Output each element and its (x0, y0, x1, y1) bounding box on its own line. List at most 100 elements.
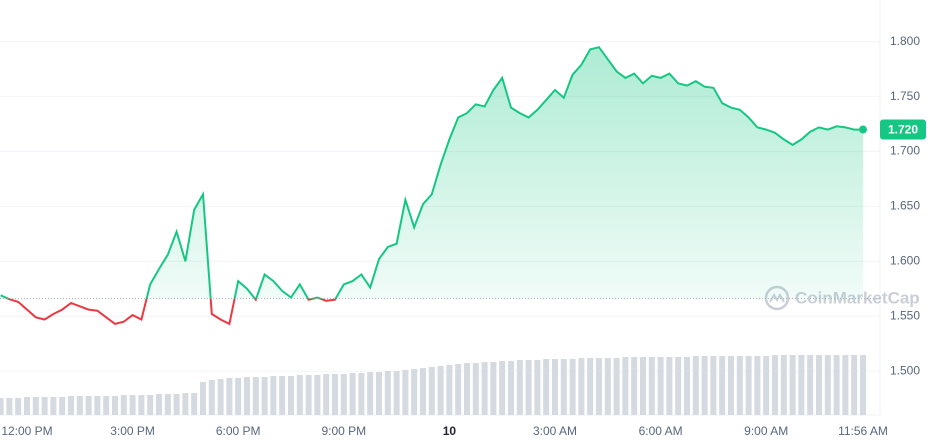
volume-bar (789, 355, 796, 415)
volume-bar (384, 371, 391, 415)
volume-bar (807, 355, 814, 415)
volume-bar (472, 363, 479, 415)
volume-bar (692, 356, 699, 415)
volume-bar (59, 397, 66, 415)
y-tick-label: 1.800 (890, 34, 920, 48)
volume-bar (842, 355, 849, 415)
volume-bar (323, 374, 330, 415)
volume-bar (24, 397, 30, 415)
volume-bar (200, 382, 206, 415)
volume-bar (481, 362, 488, 415)
volume-bar (666, 357, 673, 415)
volume-bar (411, 369, 418, 415)
volume-bar (640, 357, 646, 415)
volume-bar (235, 378, 242, 415)
volume-bar (604, 358, 611, 415)
volume-bar (358, 373, 365, 415)
volume-bar (596, 358, 602, 415)
volume-bar (631, 357, 638, 415)
volume-bar (728, 356, 734, 415)
volume-bar (15, 398, 22, 415)
volume-bar (85, 396, 92, 415)
volume-bar (208, 380, 215, 415)
volume-bar (833, 355, 840, 415)
volume-bar (446, 365, 453, 415)
volume-bar (754, 356, 761, 415)
volume-bar (367, 372, 374, 415)
volume-bar (552, 359, 558, 415)
volume-bar (261, 377, 268, 415)
y-tick-label: 1.500 (890, 363, 920, 377)
volume-bar (76, 396, 83, 415)
volume-bar (332, 374, 338, 415)
volume-bar (173, 394, 180, 415)
x-tick-label: 3:00 PM (110, 424, 155, 438)
last-point (859, 125, 867, 134)
volume-bar (50, 397, 57, 415)
volume-bar (112, 396, 118, 415)
y-tick-label: 1.600 (890, 253, 920, 267)
volume-bar (508, 361, 514, 415)
volume-bar (719, 356, 726, 415)
volume-bar (428, 367, 435, 415)
volume-bar (851, 355, 858, 415)
price-area (0, 47, 863, 299)
volume-bar (182, 393, 189, 415)
x-tick-label: 6:00 AM (639, 424, 683, 438)
volume-bar (613, 358, 620, 415)
price-line-below (5, 298, 337, 326)
x-tick-label: 9:00 PM (321, 424, 366, 438)
volume-bar (569, 359, 576, 415)
volume-bar (41, 397, 48, 415)
volume-bar (622, 357, 629, 415)
volume-bar (138, 395, 145, 415)
volume-bar (534, 360, 541, 415)
volume-bar (745, 356, 752, 415)
volume-bar (543, 359, 550, 415)
volume-bar (6, 398, 13, 415)
volume-bar (32, 397, 39, 415)
x-tick-label: 6:00 PM (216, 424, 261, 438)
y-tick-label: 1.550 (890, 308, 920, 322)
volume-bar (279, 376, 286, 415)
price-tag (880, 119, 926, 140)
volume-bar (464, 363, 470, 415)
x-tick-label: 11:56 AM (838, 424, 888, 438)
y-tick-label: 1.750 (890, 89, 920, 103)
volume-bar (710, 356, 717, 415)
volume-bar (296, 375, 303, 415)
volume-bar (648, 357, 655, 415)
y-tick-label: 1.650 (890, 199, 920, 213)
x-tick-label: 10 (443, 424, 457, 438)
volume-bar (191, 393, 198, 415)
volume-bar (455, 364, 462, 415)
volume-bar (587, 358, 594, 415)
volume-bar (349, 373, 356, 415)
volume-bar (860, 355, 866, 415)
volume-bar (244, 377, 250, 415)
volume-bar (525, 360, 532, 415)
volume-bar (164, 394, 171, 415)
volume-bar (252, 377, 259, 415)
volume-bar (147, 395, 154, 415)
x-tick-label: 12:00 PM (1, 424, 52, 438)
volume-bar (376, 372, 382, 415)
volume-bar (120, 395, 127, 415)
volume-bar (402, 370, 409, 415)
volume-bar (314, 375, 321, 415)
volume-bar (0, 398, 4, 415)
volume-bar (68, 396, 74, 415)
volume-bar (393, 371, 400, 415)
volume-bar (780, 355, 787, 415)
volume-bar (437, 366, 444, 415)
volume-bar (94, 396, 101, 415)
volume-bar (129, 395, 136, 415)
volume-bar (288, 376, 294, 415)
volume-bar (270, 376, 277, 415)
price-tag-label: 1.720 (888, 123, 918, 137)
volume-bar (156, 394, 162, 415)
volume-bar (763, 356, 770, 415)
volume-bar (340, 374, 347, 415)
volume-bar (305, 375, 312, 415)
volume-bar (490, 362, 497, 415)
